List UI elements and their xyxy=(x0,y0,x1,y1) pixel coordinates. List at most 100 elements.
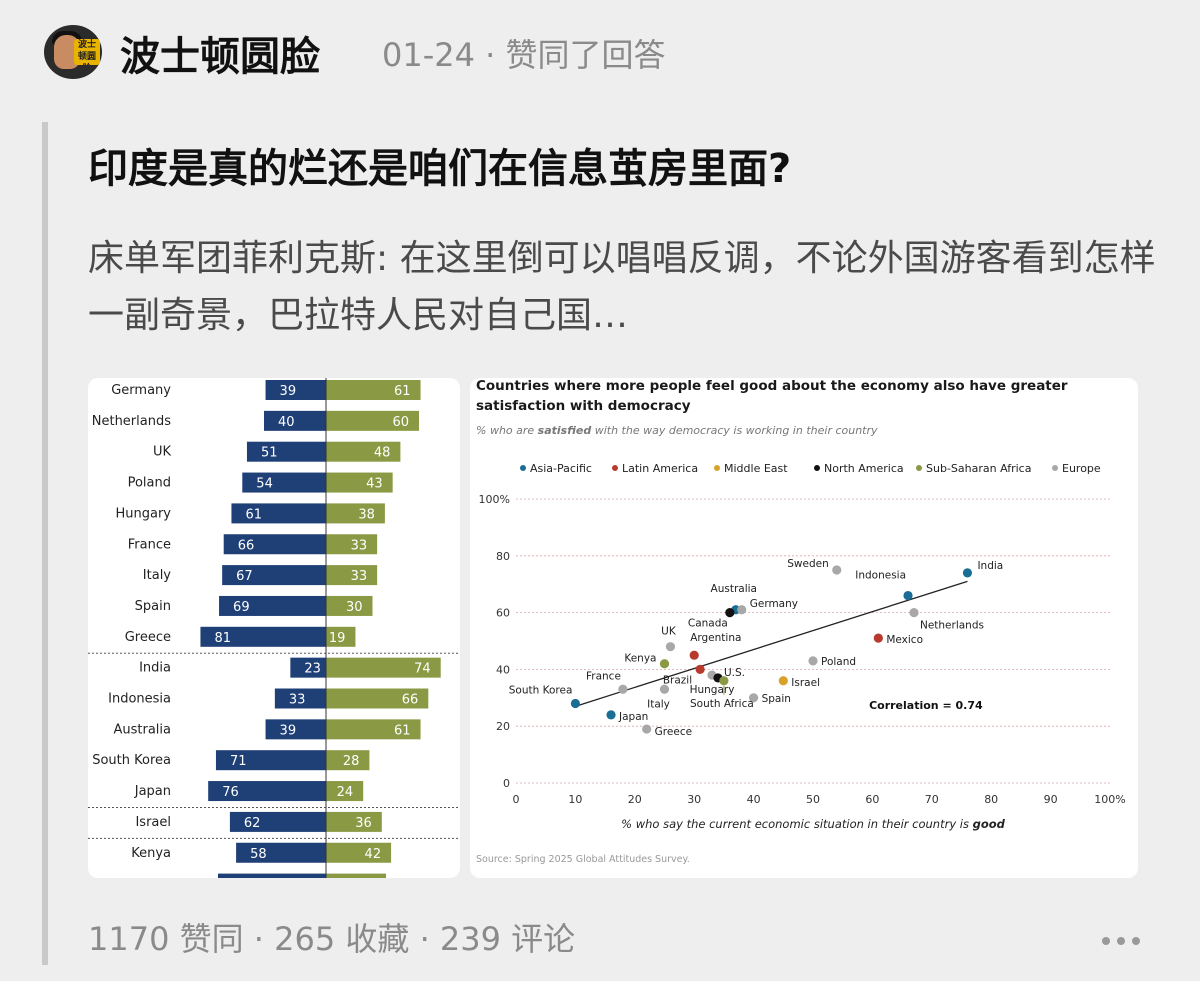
x-tick-label: 50 xyxy=(806,793,820,806)
bar-satisfied-label: 28 xyxy=(343,754,360,769)
bar-dissatisfied xyxy=(274,688,326,709)
y-tick-label: 0 xyxy=(503,777,510,790)
legend-label: Europe xyxy=(1062,462,1101,475)
bar-satisfied-label: 30 xyxy=(346,600,363,615)
bar-satisfied xyxy=(326,534,378,555)
bar-dissatisfied xyxy=(218,873,326,878)
data-point xyxy=(689,650,699,660)
data-point xyxy=(808,656,818,666)
scatter-chart-image[interactable]: Countries where more people feel good ab… xyxy=(470,378,1138,878)
bar-dissatisfied-label: 81 xyxy=(214,631,231,646)
point-label: Netherlands xyxy=(920,620,984,632)
legend-label: Latin America xyxy=(622,462,698,475)
x-tick-label: 40 xyxy=(747,793,761,806)
bar-satisfied-label: 33 xyxy=(351,538,368,553)
comments-count[interactable]: 239 评论 xyxy=(439,920,576,958)
x-tick-label: 70 xyxy=(925,793,939,806)
bar-category-label: France xyxy=(128,537,171,552)
bar-satisfied-label: 33 xyxy=(351,569,368,584)
legend-label: Asia-Pacific xyxy=(530,462,592,475)
bar-category-label: Greece xyxy=(125,630,171,645)
bar-dissatisfied xyxy=(219,595,326,616)
point-label: Hungary xyxy=(690,684,735,696)
diverging-bar-chart: Germany 39 61 Netherlands 40 60 UK 51 48 Poland 54… xyxy=(88,378,460,878)
bar-satisfied xyxy=(326,688,429,709)
bar-satisfied xyxy=(326,441,401,462)
question-title[interactable]: 印度是真的烂还是咱们在信息茧房里面? xyxy=(88,146,792,192)
bar-dissatisfied xyxy=(290,657,326,678)
bar-dissatisfied xyxy=(200,626,326,647)
data-point xyxy=(719,676,729,686)
stats-separator: · xyxy=(419,920,430,958)
data-point xyxy=(570,698,580,709)
bar-satisfied-label: 38 xyxy=(358,507,375,522)
chart-title-line2: satisfaction with democracy xyxy=(476,398,691,414)
x-tick-label: 80 xyxy=(984,793,998,806)
bar-category-label: Japan xyxy=(134,784,171,799)
bar-chart-image[interactable]: Germany 39 61 Netherlands 40 60 UK 51 48 Poland 54… xyxy=(88,378,460,878)
point-label: Japan xyxy=(618,711,648,723)
point-label: South Africa xyxy=(690,698,754,710)
y-tick-label: 80 xyxy=(496,550,510,563)
scatter-chart: Countries where more people feel good ab… xyxy=(476,378,1126,865)
data-point xyxy=(618,684,628,694)
point-label: Israel xyxy=(791,677,820,689)
bar-satisfied xyxy=(326,811,382,832)
answer-excerpt[interactable]: 床单军团菲利克斯: 在这里倒可以唱唱反调，不论外国游客看到怎样一副奇景，巴拉特人… xyxy=(88,238,1156,336)
bar-satisfied xyxy=(326,565,378,586)
bar-category-label: Germany xyxy=(111,383,171,398)
bar-dissatisfied-label: 51 xyxy=(261,446,278,461)
data-point xyxy=(909,608,919,618)
data-point xyxy=(749,693,759,703)
data-point xyxy=(695,664,705,674)
point-label: Poland xyxy=(821,656,856,668)
point-label: India xyxy=(977,560,1003,572)
point-label: Greece xyxy=(655,726,692,738)
bar-satisfied-label: 19 xyxy=(329,631,346,646)
bar-dissatisfied-label: 67 xyxy=(236,569,253,584)
data-point xyxy=(606,710,616,720)
quote-bar xyxy=(42,122,48,965)
point-label: UK xyxy=(661,626,677,638)
bar-satisfied-label: 61 xyxy=(394,723,411,738)
bar-category-label: India xyxy=(139,661,171,676)
activity-date: 01-24 xyxy=(382,36,475,74)
bar-dissatisfied-label: 39 xyxy=(280,384,297,399)
votes-count[interactable]: 1170 赞同 xyxy=(88,920,244,958)
legend-dot xyxy=(1052,465,1058,471)
bar-dissatisfied-label: 62 xyxy=(244,816,261,831)
bar-category-label: Poland xyxy=(128,476,171,491)
bar-dissatisfied xyxy=(236,842,326,863)
bar-dissatisfied-label: 61 xyxy=(245,507,262,522)
bar-category-label: South Korea xyxy=(92,753,171,768)
answer-stats: 1170 赞同 · 265 收藏 · 239 评论 xyxy=(88,914,575,960)
trend-line xyxy=(575,580,968,707)
bar-satisfied xyxy=(326,595,373,616)
point-label: Mexico xyxy=(886,634,923,646)
data-point xyxy=(725,608,735,618)
bar-dissatisfied xyxy=(264,410,326,431)
legend-dot xyxy=(612,465,618,471)
bar-dissatisfied xyxy=(229,811,326,832)
x-tick-label: 10 xyxy=(568,793,582,806)
legend-label: North America xyxy=(824,462,904,475)
favorites-count[interactable]: 265 收藏 xyxy=(274,920,410,958)
data-point xyxy=(873,633,883,643)
bar-dissatisfied-label: 69 xyxy=(233,600,250,615)
data-point xyxy=(832,565,842,575)
bar-category-label: UK xyxy=(153,445,172,460)
author-name[interactable]: 波士顿圆脸 xyxy=(120,34,320,80)
bar-dissatisfied-label: 66 xyxy=(238,538,255,553)
more-options-icon[interactable] xyxy=(1102,930,1147,949)
avatar[interactable]: 波士顿圆脸 xyxy=(44,25,102,79)
point-label: Argentina xyxy=(690,632,741,644)
bar-category-label: Spain xyxy=(135,599,171,614)
bar-dissatisfied-label: 71 xyxy=(230,754,247,769)
bar-satisfied-label: 60 xyxy=(392,415,409,430)
bar-satisfied-label: 36 xyxy=(355,816,372,831)
y-tick-label: 100% xyxy=(479,493,510,506)
legend-label: Middle East xyxy=(724,462,788,475)
bar-satisfied-label: 43 xyxy=(366,477,383,492)
data-point xyxy=(642,724,652,734)
bar-category-label: Kenya xyxy=(131,846,171,861)
